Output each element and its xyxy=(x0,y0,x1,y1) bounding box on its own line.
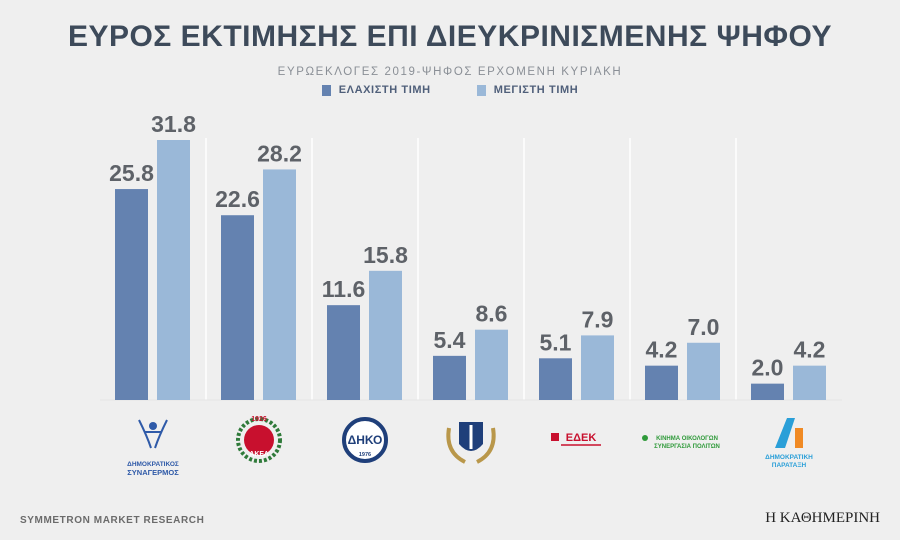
edek-mark xyxy=(551,433,559,441)
akel-logo-text: ΑΚΕΛ xyxy=(249,451,269,458)
bar-min xyxy=(645,365,678,400)
disy-logo-text: ΣΥΝΑΓΕΡΜΟΣ xyxy=(127,468,179,477)
data-label-min: 5.1 xyxy=(540,329,572,355)
data-label-max: 7.0 xyxy=(688,314,720,340)
data-label-min: 4.2 xyxy=(646,337,678,363)
chart-subtitle: ΕΥΡΩΕΚΛΟΓΕΣ 2019-ΨΗΦΟΣ ΕΡΧΟΜΕΝΗ ΚΥΡΙΑΚΗ xyxy=(277,66,623,78)
dipa-mark xyxy=(775,418,795,448)
bar-max xyxy=(687,342,720,400)
edek-logo-icon: ΕΔΕΚ xyxy=(551,432,601,446)
bar-max xyxy=(369,270,402,400)
bar-min xyxy=(327,305,360,400)
dipa-logo-text: ΠΑΡΑΤΑΞΗ xyxy=(772,462,807,469)
disy-head xyxy=(149,422,157,430)
elam-laurel xyxy=(446,427,496,464)
disy-logo-text: ΔΗΜΟΚΡΑΤΙΚΟΣ xyxy=(127,461,179,468)
ecologists-logo-icon: ΚΙΝΗΜΑ ΟΙΚΟΛΟΓΩΝ ΣΥΝΕΡΓΑΣΙΑ ΠΟΛΙΤΩΝ xyxy=(642,435,720,450)
bar-max xyxy=(263,169,296,400)
bar-max xyxy=(581,335,614,400)
legend-label-min: ΕΛΑΧΙΣΤΗ ΤΙΜΗ xyxy=(338,84,431,96)
akel-center xyxy=(244,425,274,455)
diko-logo-text: ΔΗΚΟ xyxy=(348,433,383,447)
legend-swatch-min xyxy=(321,84,331,96)
data-label-max: 31.8 xyxy=(151,111,196,137)
edek-logo-text: ΕΔΕΚ xyxy=(566,432,597,444)
legend-label-max: ΜΕΓΙΣΤΗ ΤΙΜΗ xyxy=(493,84,579,96)
elam-emblem xyxy=(469,425,473,449)
bar-min xyxy=(751,383,784,400)
data-label-max: 8.6 xyxy=(476,301,508,327)
akel-wreath xyxy=(236,417,282,463)
diko-ring xyxy=(342,417,388,463)
data-label-max: 7.9 xyxy=(582,306,614,332)
dipa-logo-text: ΔΗΜΟΚΡΑΤΙΚΗ xyxy=(765,454,813,461)
disy-figure xyxy=(138,419,168,449)
data-label-max: 28.2 xyxy=(257,140,302,166)
bar-max xyxy=(157,140,190,400)
page-title: ΕΥΡΟΣ ΕΚΤΙΜΗΣΗΣ ΕΠΙ ΔΙΕΥΚΡΙΝΙΣΜΕΝΗΣ ΨΗΦΟ… xyxy=(67,20,833,53)
legend-swatch-max xyxy=(476,84,486,96)
dipa-accent xyxy=(795,428,803,448)
bar-max xyxy=(475,329,508,400)
ecologists-logo-text: ΣΥΝΕΡΓΑΣΙΑ ΠΟΛΙΤΩΝ xyxy=(654,444,720,450)
bar-min xyxy=(115,189,148,400)
data-label-min: 5.4 xyxy=(434,327,466,353)
brand-logo: Η ΚΑΘΗΜΕΡΙΝΗ xyxy=(765,510,880,526)
ecologists-logo-text: ΚΙΝΗΜΑ ΟΙΚΟΛΟΓΩΝ xyxy=(656,436,718,442)
ecologists-mark xyxy=(642,435,648,441)
diko-logo-icon: ΔΗΚΟ 1976 xyxy=(342,417,388,463)
source-credit: SYMMETRON MARKET RESEARCH xyxy=(20,515,205,526)
legend-item-max: ΜΕΓΙΣΤΗ ΤΙΜΗ xyxy=(476,84,579,96)
data-label-min: 22.6 xyxy=(215,186,260,212)
chart-legend: ΕΛΑΧΙΣΤΗ ΤΙΜΗ ΜΕΓΙΣΤΗ ΤΙΜΗ xyxy=(0,84,900,96)
bar-min xyxy=(539,358,572,400)
bar-max xyxy=(793,365,826,400)
akel-year-text: 1926 xyxy=(251,416,267,423)
data-label-max: 15.8 xyxy=(363,242,408,268)
data-label-min: 25.8 xyxy=(109,160,154,186)
data-label-max: 4.2 xyxy=(794,337,826,363)
legend-item-min: ΕΛΑΧΙΣΤΗ ΤΙΜΗ xyxy=(321,84,431,96)
akel-logo-icon: 1926 ΑΚΕΛ xyxy=(236,416,282,463)
data-label-min: 11.6 xyxy=(322,276,366,302)
bar-min xyxy=(221,215,254,400)
elam-logo-icon xyxy=(446,422,496,464)
data-label-min: 2.0 xyxy=(752,355,784,381)
bar-min xyxy=(433,355,466,400)
diko-year-text: 1976 xyxy=(359,452,371,458)
